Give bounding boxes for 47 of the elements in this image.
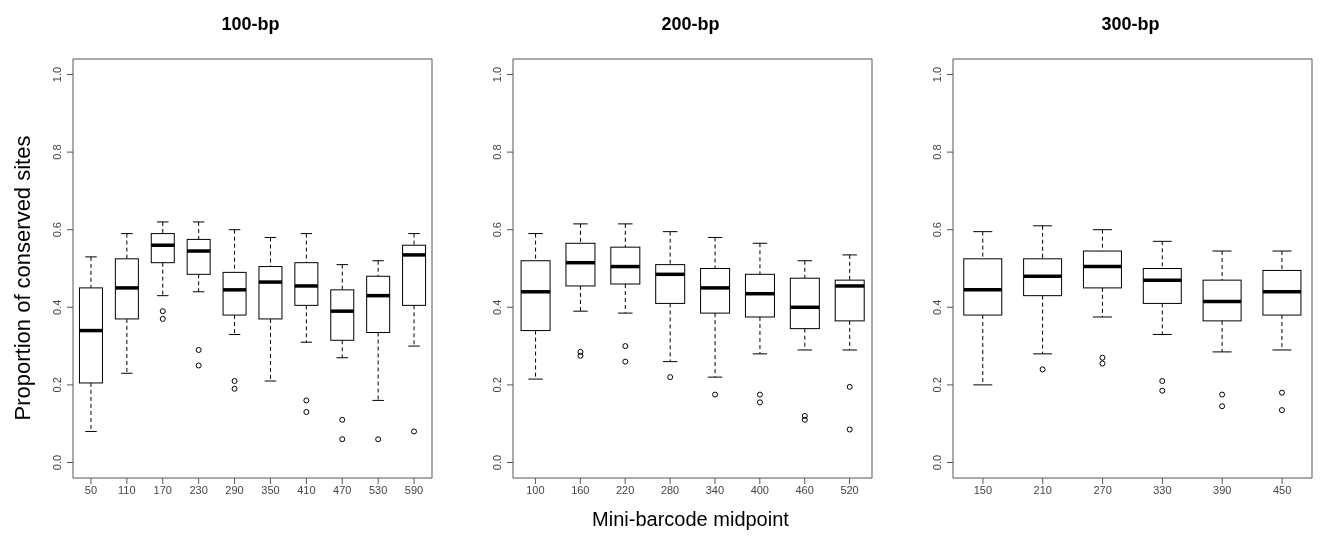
x-tick-label: 530 — [368, 483, 388, 496]
x-tick-label: 50 — [84, 483, 98, 496]
y-tick-label: 0.4 — [491, 299, 503, 315]
x-tick-label: 330 — [1153, 483, 1172, 496]
x-tick-label: 590 — [404, 483, 424, 496]
x-tick-label: 270 — [1093, 483, 1112, 496]
y-tick-label: 0.6 — [491, 222, 503, 238]
chart-title: 200-bp — [660, 14, 721, 35]
y-tick-label: 0.8 — [931, 144, 943, 160]
y-axis-title: Proportion of conserved sites — [10, 135, 36, 421]
x-tick-label: 340 — [705, 483, 725, 496]
x-tick-label: 220 — [616, 483, 635, 496]
y-tick-label: 1.0 — [931, 66, 943, 83]
x-tick-label: 160 — [571, 483, 590, 496]
x-tick-label: 450 — [1272, 483, 1292, 496]
x-tick-label: 210 — [1033, 483, 1052, 496]
x-tick-label: 410 — [297, 483, 316, 496]
y-tick-label: 0.0 — [931, 454, 943, 471]
x-tick-label: 460 — [795, 483, 814, 496]
y-tick-label: 0.2 — [491, 377, 503, 393]
x-tick-label: 390 — [1213, 483, 1232, 496]
y-tick-label: 0.2 — [931, 377, 943, 393]
x-tick-label: 100 — [526, 483, 545, 496]
x-tick-label: 350 — [261, 483, 280, 496]
x-tick-label: 230 — [189, 483, 208, 496]
chart-title: 100-bp — [220, 14, 281, 35]
x-tick-label: 400 — [750, 483, 769, 496]
y-tick-label: 0.0 — [51, 454, 63, 471]
y-tick-label: 0.4 — [51, 299, 63, 315]
y-tick-label: 0.6 — [51, 222, 63, 238]
y-tick-label: 0.6 — [931, 222, 943, 238]
x-axis-title: Mini-barcode midpoint — [591, 508, 790, 531]
x-tick-label: 170 — [153, 483, 172, 496]
x-tick-label: 280 — [660, 483, 680, 496]
y-tick-label: 0.2 — [51, 377, 63, 393]
x-tick-label: 110 — [118, 483, 136, 496]
chart-title: 300-bp — [1100, 14, 1161, 35]
x-tick-label: 470 — [333, 483, 352, 496]
y-tick-label: 0.4 — [931, 299, 943, 315]
x-tick-label: 150 — [973, 483, 993, 496]
y-tick-label: 0.8 — [491, 144, 503, 160]
x-tick-label: 290 — [225, 483, 244, 496]
y-tick-label: 0.8 — [51, 144, 63, 160]
y-tick-label: 1.0 — [51, 66, 63, 83]
y-tick-label: 0.0 — [491, 454, 503, 471]
y-tick-label: 1.0 — [491, 66, 503, 83]
x-tick-label: 520 — [840, 483, 859, 496]
